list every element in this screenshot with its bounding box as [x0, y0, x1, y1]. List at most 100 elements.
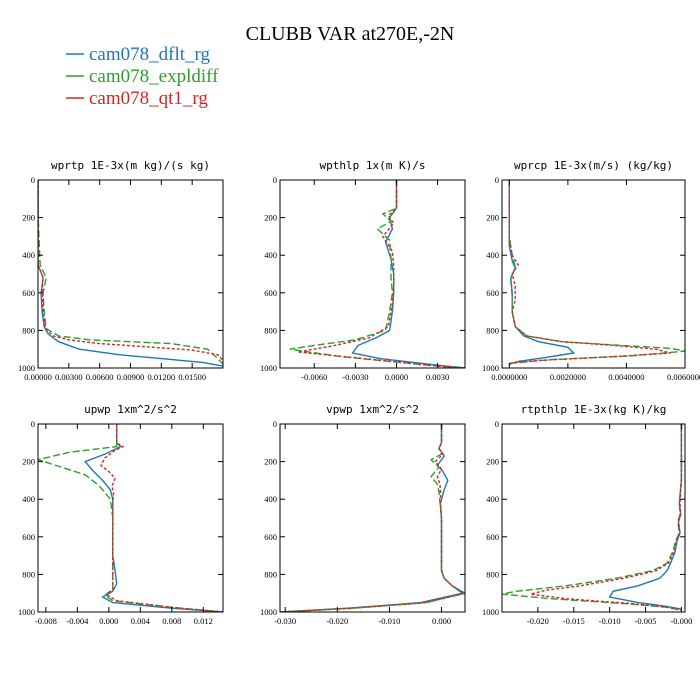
y-tick-label: 1000 — [260, 607, 277, 617]
series-line-cam078_dflt_rg — [280, 424, 465, 612]
x-tick-label: 0.00900 — [117, 372, 145, 382]
x-tick-label: -0.010 — [378, 616, 400, 626]
y-tick-label: 800 — [486, 569, 499, 579]
y-tick-label: 200 — [22, 457, 35, 467]
x-tick-label: -0.004 — [66, 616, 89, 626]
y-tick-label: 600 — [264, 532, 277, 542]
y-tick-label: 0 — [495, 175, 499, 185]
series-line-cam078_dflt_rg — [351, 180, 465, 368]
legend: cam078_dflt_rgcam078_expldiffcam078_qt1_… — [66, 44, 219, 109]
x-tick-label: 0.0030 — [426, 372, 449, 382]
y-tick-label: 0 — [495, 419, 499, 429]
y-tick-label: 800 — [22, 325, 35, 335]
y-tick-label: 600 — [22, 288, 35, 298]
series-line-cam078_qt1_rg — [38, 180, 223, 361]
y-tick-label: 200 — [486, 457, 499, 467]
plot-frame — [279, 179, 466, 369]
y-tick-label: 600 — [486, 288, 499, 298]
y-tick-label: 600 — [264, 288, 277, 298]
legend-label: cam078_dflt_rg — [89, 44, 211, 65]
series-line-cam078_qt1_rg — [280, 424, 465, 612]
series-group — [38, 424, 223, 612]
series-group — [502, 424, 683, 611]
x-tick-label: 0.0040000 — [608, 372, 644, 382]
y-tick-label: 400 — [486, 494, 499, 504]
x-tick-label: -0.020 — [326, 616, 348, 626]
series-line-cam078_expldiff — [280, 424, 465, 612]
plot-frame — [279, 423, 466, 613]
y-tick-label: 800 — [486, 325, 499, 335]
y-tick-label: 200 — [264, 457, 277, 467]
x-tick-label: 0.00600 — [86, 372, 114, 382]
y-tick-label: 400 — [22, 250, 35, 260]
x-tick-label: -0.0030 — [342, 372, 368, 382]
x-tick-label: -0.005 — [635, 616, 657, 626]
panel-title: vpwp 1xm^2/s^2 — [326, 403, 419, 416]
series-line-cam078_qt1_rg — [530, 424, 683, 611]
legend-item: cam078_dflt_rg — [66, 44, 211, 65]
panel-2: wpthlp 1x(m K)/s -0.0060 -0.0030 0.0000 0.00… — [260, 159, 466, 382]
y-tick-label: 400 — [264, 250, 277, 260]
x-tick-label: -0.030 — [274, 616, 296, 626]
x-tick-label: 0.004 — [131, 616, 151, 626]
panel-title: upwp 1xm^2/s^2 — [84, 403, 177, 416]
x-tick-label: 0.00000 — [24, 372, 52, 382]
y-tick-label: 0 — [31, 175, 35, 185]
y-tick-label: 800 — [22, 569, 35, 579]
series-group — [289, 180, 465, 368]
series-line-cam078_dflt_rg — [38, 180, 223, 367]
x-tick-label: -0.000 — [670, 616, 692, 626]
x-tick-label: 0.000 — [99, 616, 118, 626]
x-tick-label: 0.0020000 — [550, 372, 586, 382]
legend-item: cam078_qt1_rg — [66, 88, 208, 109]
y-tick-label: 0 — [273, 419, 277, 429]
x-tick-label: 0.0000 — [385, 372, 408, 382]
panel-title: rtpthlp 1E-3x(kg K)/kg — [521, 403, 667, 416]
plot-frame — [37, 423, 224, 613]
legend-item: cam078_expldiff — [66, 66, 219, 87]
x-tick-label: 0.000 — [432, 616, 451, 626]
panel-title: wprcp 1E-3x(m/s) (kg/kg) — [514, 159, 673, 172]
series-line-cam078_qt1_rg — [297, 180, 465, 368]
y-tick-label: 200 — [486, 213, 499, 223]
series-group — [280, 424, 465, 612]
series-line-cam078_expldiff — [508, 180, 685, 364]
panel-5: vpwp 1xm^2/s^2 -0.030 -0.020 -0.010 0.000 0 20… — [260, 403, 466, 626]
series-line-cam078_dflt_rg — [608, 424, 683, 610]
panel-3: wprcp 1E-3x(m/s) (kg/kg) 0.0000000 0.00200… — [482, 159, 700, 382]
panel-title: wprtp 1E-3x(m kg)/(s kg) — [51, 159, 210, 172]
y-tick-label: 400 — [486, 250, 499, 260]
panel-4: upwp 1xm^2/s^2 -0.008 -0.004 0.000 0.004 0.00… — [18, 403, 224, 626]
series-line-cam078_dflt_rg — [508, 180, 576, 365]
figure-title: CLUBB VAR at270E,-2N — [246, 23, 455, 45]
x-tick-label: -0.0060 — [301, 372, 327, 382]
series-group — [508, 180, 685, 365]
y-tick-label: 600 — [22, 532, 35, 542]
y-tick-label: 0 — [31, 419, 35, 429]
x-tick-label: -0.008 — [35, 616, 57, 626]
y-tick-label: 1000 — [482, 607, 499, 617]
series-line-cam078_qt1_rg — [508, 180, 671, 364]
x-tick-label: 0.01200 — [148, 372, 176, 382]
panel-6: rtpthlp 1E-3x(kg K)/kg -0.020 -0.015 -0.010… — [482, 403, 692, 626]
panel-1: wprtp 1E-3x(m kg)/(s kg)0.00000 0.00300 0.… — [18, 159, 224, 382]
x-tick-label: 0.008 — [162, 616, 181, 626]
series-group — [38, 180, 223, 367]
x-tick-label: -0.015 — [563, 616, 585, 626]
series-line-cam078_expldiff — [38, 424, 223, 612]
x-tick-label: -0.020 — [527, 616, 549, 626]
y-tick-label: 800 — [264, 325, 277, 335]
x-tick-label: 0.01500 — [178, 372, 206, 382]
y-tick-label: 200 — [264, 213, 277, 223]
x-tick-label: 0.012 — [194, 616, 213, 626]
x-tick-label: 0.0000000 — [491, 372, 527, 382]
series-line-cam078_expldiff — [502, 424, 683, 611]
y-tick-label: 1000 — [18, 607, 35, 617]
panels: wprtp 1E-3x(m kg)/(s kg)0.00000 0.00300 0.… — [18, 159, 700, 626]
y-tick-label: 1000 — [260, 363, 277, 373]
panel-title: wpthlp 1x(m K)/s — [320, 159, 426, 172]
x-tick-label: 0.0060000 — [667, 372, 700, 382]
plot-frame — [37, 179, 224, 369]
x-tick-label: -0.010 — [599, 616, 621, 626]
